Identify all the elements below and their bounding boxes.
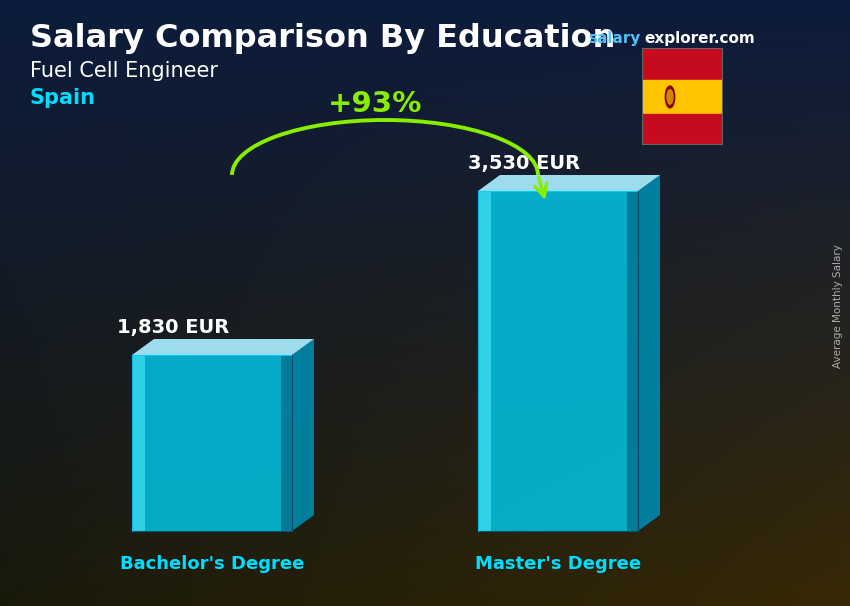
- Text: Fuel Cell Engineer: Fuel Cell Engineer: [30, 61, 218, 81]
- Polygon shape: [132, 355, 144, 531]
- Ellipse shape: [667, 90, 673, 104]
- Polygon shape: [478, 175, 660, 191]
- Text: Master's Degree: Master's Degree: [475, 555, 641, 573]
- Text: Bachelor's Degree: Bachelor's Degree: [120, 555, 304, 573]
- Text: Spain: Spain: [30, 88, 96, 108]
- Polygon shape: [132, 339, 314, 355]
- Text: Average Monthly Salary: Average Monthly Salary: [833, 244, 843, 368]
- Polygon shape: [478, 191, 638, 531]
- Polygon shape: [132, 355, 292, 531]
- Polygon shape: [638, 175, 660, 531]
- Polygon shape: [478, 191, 490, 531]
- Bar: [642, 80, 722, 114]
- Text: +93%: +93%: [328, 90, 422, 118]
- Polygon shape: [292, 339, 314, 531]
- Ellipse shape: [666, 86, 675, 108]
- Text: 3,530 EUR: 3,530 EUR: [468, 153, 580, 173]
- Polygon shape: [280, 355, 292, 531]
- Text: 1,830 EUR: 1,830 EUR: [117, 318, 230, 336]
- Polygon shape: [626, 191, 638, 531]
- Text: salary: salary: [588, 30, 640, 45]
- Text: Salary Comparison By Education: Salary Comparison By Education: [30, 22, 615, 53]
- Text: explorer.com: explorer.com: [644, 30, 755, 45]
- Bar: [642, 48, 722, 80]
- Bar: [642, 114, 722, 145]
